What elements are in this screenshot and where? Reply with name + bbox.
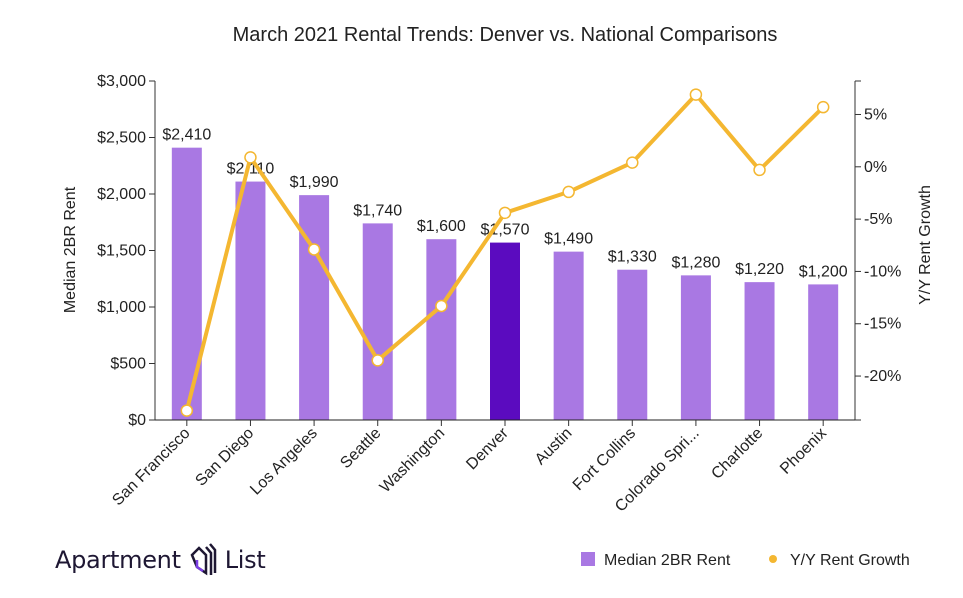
growth-point — [816, 100, 830, 114]
bar-seattle — [362, 223, 393, 420]
right-tick-label: 0% — [864, 159, 887, 176]
right-tick-label: -20% — [864, 368, 901, 385]
left-axis-label: Median 2BR Rent — [62, 186, 79, 313]
bar-san-francisco — [171, 147, 202, 421]
bar-data-label: $1,600 — [417, 218, 466, 235]
left-tick-label: $3,000 — [97, 73, 146, 90]
bar-data-label: $1,330 — [608, 249, 657, 266]
bar-los-angeles — [299, 195, 330, 420]
right-tick-label: 5% — [864, 106, 887, 123]
bar-data-label: $1,280 — [671, 254, 720, 271]
bar-data-label: $1,990 — [290, 174, 339, 191]
legend-line-label: Y/Y Rent Growth — [790, 552, 910, 569]
growth-point — [244, 151, 257, 164]
left-tick-label: $2,500 — [97, 130, 146, 147]
bar-phoenix — [808, 284, 839, 420]
left-tick-label: $1,500 — [97, 243, 146, 260]
x-tick-label: Charlotte — [708, 425, 766, 483]
growth-point — [435, 299, 448, 313]
apartment-list-logo: Apartment List — [55, 543, 266, 577]
growth-point — [307, 243, 321, 256]
legend: Median 2BR Rent Y/Y Rent Growth — [581, 552, 910, 569]
right-tick-label: -5% — [864, 211, 892, 228]
growth-point — [180, 404, 194, 417]
x-tick-label: San Francisco — [109, 425, 193, 509]
right-tick-label: -15% — [864, 316, 901, 333]
x-tick-label: Seattle — [337, 425, 384, 472]
left-tick-label: $500 — [110, 356, 146, 373]
growth-point — [753, 163, 766, 177]
x-tick-label: Denver — [463, 424, 512, 473]
right-axis-label: Y/Y Rent Growth — [917, 185, 934, 305]
logo-text-apartment: Apartment — [55, 546, 181, 574]
bar-washington — [426, 239, 457, 420]
logo-text-list: List — [224, 546, 266, 574]
bar-data-label: $1,200 — [799, 263, 848, 280]
bar-data-label: $1,570 — [481, 222, 530, 239]
legend-bar-swatch — [581, 552, 595, 566]
x-tick-label: San Diego — [192, 425, 257, 490]
logo-house-icon — [190, 543, 216, 576]
left-tick-label: $2,000 — [97, 186, 146, 203]
bar-data-label: $1,220 — [735, 261, 784, 278]
legend-line-swatch — [769, 555, 777, 563]
bar-data-label: $1,490 — [544, 231, 593, 248]
right-tick-label: -10% — [864, 263, 901, 280]
bar-fort-collins — [617, 269, 648, 420]
chart-title: March 2021 Rental Trends: Denver vs. Nat… — [233, 24, 778, 46]
bar-austin — [553, 251, 584, 420]
x-tick-label: Washington — [377, 425, 448, 496]
bar-colorado-spri- — [680, 275, 711, 420]
bar-data-label: $1,740 — [353, 202, 402, 219]
bar-charlotte — [744, 282, 775, 420]
growth-point — [689, 88, 703, 101]
x-tick-label: Los Angeles — [247, 425, 321, 499]
legend-bar-label: Median 2BR Rent — [604, 552, 731, 569]
growth-point — [626, 156, 639, 169]
growth-point — [562, 185, 575, 199]
bar-data-label: $2,410 — [162, 127, 211, 144]
bar-san-diego — [235, 181, 266, 420]
left-tick-label: $1,000 — [97, 299, 146, 316]
growth-point — [371, 354, 384, 367]
bar-denver — [490, 242, 520, 420]
x-tick-label: Austin — [532, 425, 575, 468]
left-tick-label: $0 — [128, 412, 146, 429]
growth-point — [498, 206, 512, 220]
x-tick-label: Phoenix — [777, 425, 830, 478]
x-tick-label: Fort Collins — [570, 425, 639, 494]
